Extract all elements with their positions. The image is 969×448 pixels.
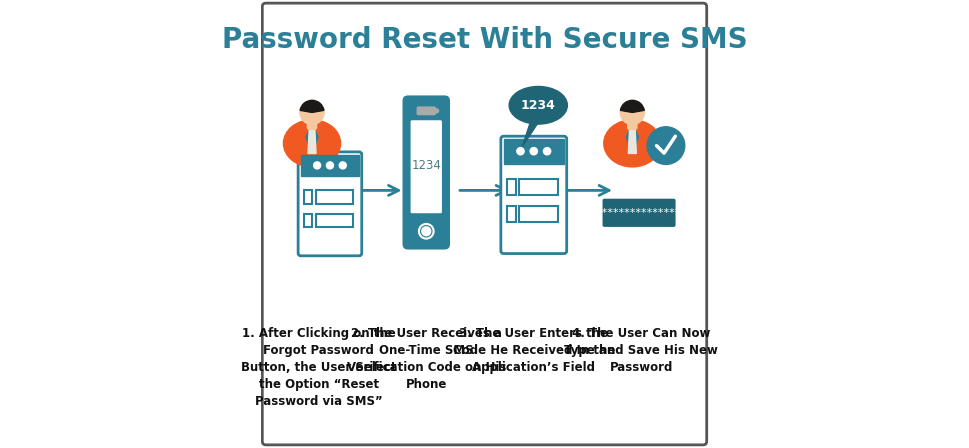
Text: 1234: 1234	[520, 99, 555, 112]
FancyBboxPatch shape	[507, 179, 516, 195]
Circle shape	[327, 162, 333, 169]
FancyBboxPatch shape	[298, 152, 361, 256]
FancyBboxPatch shape	[307, 116, 317, 129]
Circle shape	[530, 147, 538, 155]
Polygon shape	[522, 121, 540, 146]
Wedge shape	[620, 100, 644, 112]
FancyBboxPatch shape	[304, 190, 312, 204]
Ellipse shape	[604, 120, 661, 167]
Polygon shape	[628, 126, 637, 153]
FancyBboxPatch shape	[300, 155, 359, 176]
FancyBboxPatch shape	[402, 95, 450, 250]
Polygon shape	[308, 126, 316, 153]
Circle shape	[300, 100, 324, 125]
Circle shape	[516, 147, 524, 155]
FancyBboxPatch shape	[263, 3, 706, 445]
Text: ***************: ***************	[597, 208, 681, 218]
Text: 4. The User Can Now
Type and Save His New
Password: 4. The User Can Now Type and Save His Ne…	[564, 327, 718, 374]
Circle shape	[422, 226, 431, 237]
FancyBboxPatch shape	[603, 198, 675, 227]
Circle shape	[620, 100, 644, 125]
FancyBboxPatch shape	[519, 179, 558, 195]
FancyBboxPatch shape	[316, 214, 354, 228]
Polygon shape	[626, 125, 633, 150]
FancyBboxPatch shape	[411, 120, 442, 213]
FancyBboxPatch shape	[504, 139, 564, 164]
FancyBboxPatch shape	[519, 206, 558, 222]
Circle shape	[314, 162, 321, 169]
Text: 1234: 1234	[411, 159, 441, 172]
Circle shape	[419, 224, 433, 239]
FancyBboxPatch shape	[507, 206, 516, 222]
FancyBboxPatch shape	[501, 136, 567, 254]
Wedge shape	[300, 100, 324, 112]
Circle shape	[434, 109, 439, 113]
Polygon shape	[311, 125, 318, 150]
Text: Password Reset With Secure SMS: Password Reset With Secure SMS	[222, 26, 747, 54]
Ellipse shape	[509, 86, 568, 124]
Circle shape	[544, 147, 550, 155]
FancyBboxPatch shape	[304, 214, 312, 228]
Polygon shape	[306, 125, 313, 150]
FancyBboxPatch shape	[316, 190, 354, 204]
Circle shape	[647, 127, 685, 164]
Text: 3. The User Enters the
Code He Received In the
Application’s Field: 3. The User Enters the Code He Received …	[453, 327, 615, 374]
FancyBboxPatch shape	[418, 107, 435, 115]
Polygon shape	[632, 125, 639, 150]
Circle shape	[339, 162, 346, 169]
Text: 2. The User Receives a
One-Time SMS
Verification Code on His
Phone: 2. The User Receives a One-Time SMS Veri…	[347, 327, 506, 391]
Ellipse shape	[284, 120, 340, 167]
Text: 1. After Clicking on the
Forgot Password
Button, the User Select
the Option “Res: 1. After Clicking on the Forgot Password…	[241, 327, 396, 408]
FancyBboxPatch shape	[628, 116, 637, 129]
